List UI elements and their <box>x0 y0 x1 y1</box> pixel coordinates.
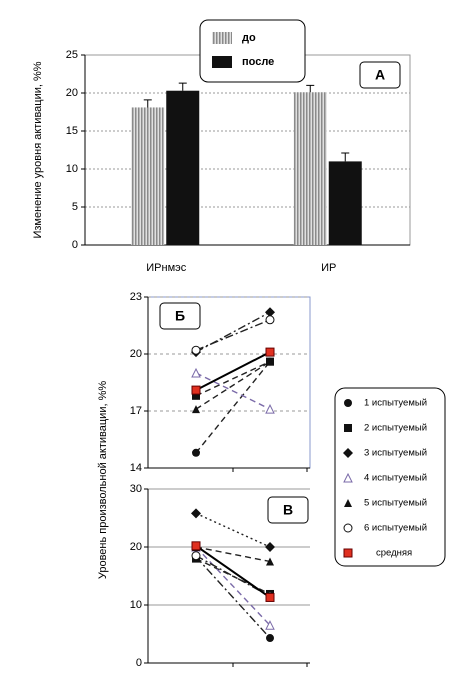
y-tick-label: 10 <box>66 163 78 175</box>
marker <box>192 448 200 457</box>
x-tick-label: ИР <box>321 262 336 274</box>
marker <box>265 403 275 414</box>
series-line <box>195 546 271 563</box>
legend-label: после <box>242 56 274 68</box>
y-axis-label: Изменение уровня активации, %% <box>32 61 44 238</box>
y-tick-label: 5 <box>72 201 78 213</box>
y-tick-label: 23 <box>130 291 142 303</box>
marker <box>265 347 275 357</box>
series-line <box>195 311 271 353</box>
bar <box>328 161 362 245</box>
legend-swatch <box>212 32 232 44</box>
x-tick-label: ИРнмэс <box>146 262 186 274</box>
marker <box>191 367 201 378</box>
bar <box>131 107 165 245</box>
panel-box <box>267 496 309 524</box>
bar <box>166 90 200 245</box>
y-tick-label: 0 <box>72 239 78 251</box>
panel-label: А <box>375 67 385 83</box>
error-bar <box>178 82 187 91</box>
error-bar <box>306 84 315 93</box>
legend-label: 1 испытуемый <box>364 398 427 409</box>
panel-label: В <box>283 502 293 518</box>
marker <box>343 548 353 558</box>
legend-swatch <box>212 56 232 68</box>
marker <box>191 541 201 551</box>
legend-label: 5 испытуемый <box>364 498 427 509</box>
y-tick-label: 10 <box>130 599 142 611</box>
marker <box>265 307 275 318</box>
marker <box>344 399 352 407</box>
y-tick-label: 30 <box>130 483 142 495</box>
series-line <box>195 360 271 397</box>
marker <box>191 551 201 561</box>
marker <box>266 634 274 643</box>
marker <box>343 523 353 533</box>
legend-label: 4 испытуемый <box>364 473 427 484</box>
marker <box>192 391 200 400</box>
series-line <box>195 512 271 548</box>
marker <box>192 405 200 414</box>
legend-box <box>199 19 306 83</box>
y-tick-label: 17 <box>130 405 142 417</box>
error-bar <box>143 99 152 108</box>
y-tick-label: 14 <box>130 462 142 474</box>
series-line <box>195 361 271 454</box>
series-line <box>195 557 271 595</box>
series-line <box>195 545 271 599</box>
panel-box <box>159 302 201 330</box>
marker <box>343 472 353 483</box>
y-tick-label: 20 <box>130 541 142 553</box>
y-tick-label: 0 <box>136 657 142 669</box>
series-line <box>195 319 271 351</box>
legend-label: 6 испытуемый <box>364 523 427 534</box>
series-line <box>195 361 271 410</box>
marker <box>266 557 274 566</box>
series-line <box>195 372 271 410</box>
series-line <box>195 351 271 391</box>
marker <box>266 357 274 366</box>
legend-box <box>334 387 446 567</box>
series-line <box>195 546 271 626</box>
marker <box>191 345 201 355</box>
legend-label: 3 испытуемый <box>364 448 427 459</box>
marker <box>265 620 275 630</box>
error-bar <box>341 152 350 162</box>
marker <box>265 542 275 552</box>
panel-label: Б <box>175 308 185 324</box>
legend-label: средняя <box>376 548 412 559</box>
y-tick-label: 25 <box>66 49 78 61</box>
legend-label: 2 испытуемый <box>364 423 427 434</box>
marker <box>265 592 275 602</box>
marker <box>191 508 201 519</box>
series-line <box>195 556 271 639</box>
marker <box>343 448 353 458</box>
panel-box <box>359 61 401 89</box>
bar <box>293 92 327 246</box>
legend-label: до <box>242 32 256 44</box>
marker <box>191 385 201 395</box>
y-tick-label: 15 <box>66 125 78 137</box>
marker <box>344 424 352 432</box>
y-axis-label: Уровень произвольной активации, %% <box>97 381 109 580</box>
marker <box>344 499 352 507</box>
y-tick-label: 20 <box>66 87 78 99</box>
marker <box>265 315 275 325</box>
y-tick-label: 20 <box>130 348 142 360</box>
